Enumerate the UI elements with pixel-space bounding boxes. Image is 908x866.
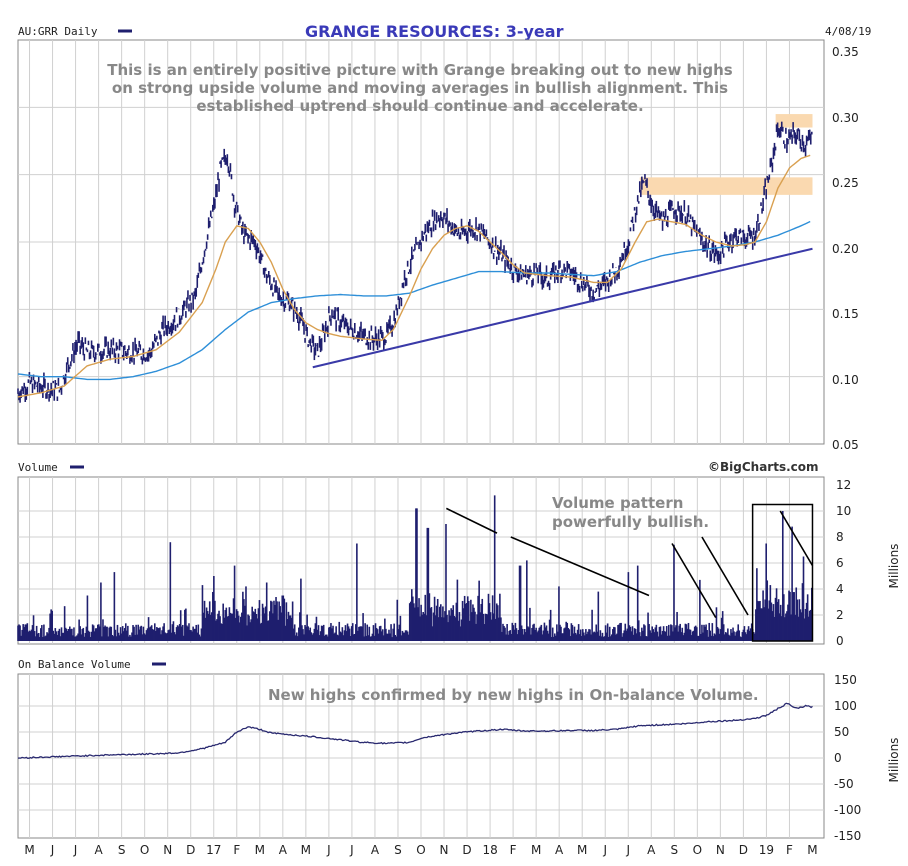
volume-annotation-line: Volume pattern — [552, 494, 683, 512]
obv-tick: -50 — [834, 777, 854, 791]
x-tick-label: N — [716, 843, 725, 857]
price-tick: 0.25 — [832, 176, 859, 190]
obv-units: Millions — [887, 738, 901, 783]
x-tick-label: D — [186, 843, 195, 857]
volume-tick: 12 — [836, 478, 851, 492]
chart-title: GRANGE RESOURCES: 3-year — [305, 22, 564, 41]
x-tick-label: J — [625, 843, 630, 857]
x-tick-label: D — [739, 843, 748, 857]
x-tick-label: A — [647, 843, 656, 857]
volume-trend-lines — [445, 507, 814, 619]
resistance-zone — [775, 114, 813, 128]
x-tick-label: D — [462, 843, 471, 857]
volume-label: Volume — [18, 461, 58, 474]
x-tick-label: J — [326, 843, 331, 857]
volume-trend-line — [671, 543, 717, 619]
volume-trend-line — [779, 510, 814, 567]
volume-tick: 0 — [836, 634, 844, 648]
uptrend-line — [312, 247, 813, 369]
x-tick-label: M — [531, 843, 541, 857]
long-moving-average — [17, 220, 811, 381]
volume-axis: 12 10 8 6 4 2 0 — [836, 478, 851, 648]
x-tick-label: F — [233, 843, 240, 857]
x-axis: M J J A S O N D 17 F M A M J J A S O N D 18 F M A M J J A S O N D 19 F M — [24, 843, 817, 857]
x-tick-label: M — [807, 843, 817, 857]
volume-trend-line — [445, 507, 498, 534]
volume-tick: 6 — [836, 556, 844, 570]
price-axis: 0.35 0.30 0.25 0.20 0.15 0.10 0.05 — [832, 45, 859, 452]
x-tick-label: M — [577, 843, 587, 857]
x-tick-label: O — [693, 843, 702, 857]
x-tick-label: 19 — [759, 843, 774, 857]
price-annotation-line: on strong upside volume and moving avera… — [112, 79, 728, 97]
price-annotation-line: This is an entirely positive picture wit… — [107, 61, 733, 79]
x-tick-label: A — [279, 843, 288, 857]
x-tick-label: J — [349, 843, 354, 857]
x-tick-label: M — [24, 843, 34, 857]
x-tick-label: J — [50, 843, 55, 857]
volume-annotation-line: powerfully bullish. — [552, 513, 709, 531]
x-tick-label: J — [602, 843, 607, 857]
x-tick-label: M — [301, 843, 311, 857]
price-tick: 0.30 — [832, 111, 859, 125]
volume-units: Millions — [887, 544, 901, 589]
obv-line — [17, 702, 813, 759]
x-tick-label: F — [786, 843, 793, 857]
price-tick: 0.35 — [832, 45, 859, 59]
volume-tick: 2 — [836, 608, 844, 622]
x-tick-label: 17 — [206, 843, 221, 857]
x-tick-label: S — [118, 843, 126, 857]
x-tick-label: S — [671, 843, 679, 857]
volume-bars — [17, 495, 813, 641]
obv-axis: 150 100 50 0 -50 -100 -150 — [834, 673, 861, 843]
volume-tick: 4 — [836, 582, 844, 596]
x-tick-label: O — [140, 843, 149, 857]
volume-trend-line — [701, 536, 749, 616]
price-tick: 0.20 — [832, 242, 859, 256]
obv-tick: 100 — [834, 699, 857, 713]
price-tick: 0.15 — [832, 307, 859, 321]
obv-tick: -150 — [834, 829, 861, 843]
price-tick: 0.10 — [832, 373, 859, 387]
x-tick-label: F — [510, 843, 517, 857]
obv-tick: 50 — [834, 725, 849, 739]
obv-tick: -100 — [834, 803, 861, 817]
x-tick-label: N — [163, 843, 172, 857]
price-tick: 0.05 — [832, 438, 859, 452]
x-tick-label: N — [440, 843, 449, 857]
resistance-zones — [639, 114, 813, 195]
obv-annotation: New highs confirmed by new highs in On-b… — [268, 686, 759, 704]
volume-trend-line — [510, 536, 650, 597]
x-tick-label: A — [555, 843, 564, 857]
x-tick-label: S — [394, 843, 402, 857]
obv-tick: 0 — [834, 751, 842, 765]
obv-tick: 150 — [834, 673, 857, 687]
x-tick-label: A — [371, 843, 380, 857]
resistance-zone — [639, 177, 813, 195]
short-moving-average — [17, 154, 811, 398]
chart-date: 4/08/19 — [825, 25, 871, 38]
x-tick-label: A — [94, 843, 103, 857]
x-tick-label: 18 — [482, 843, 497, 857]
x-tick-label: M — [255, 843, 265, 857]
volume-tick: 10 — [836, 504, 851, 518]
brand-credit: ©BigCharts.com — [708, 460, 819, 474]
obv-label: On Balance Volume — [18, 658, 131, 671]
symbol-label: AU:GRR Daily — [18, 25, 98, 38]
price-annotation-line: established uptrend should continue and … — [196, 97, 643, 115]
volume-highlight-box — [751, 503, 814, 642]
x-tick-label: O — [416, 843, 425, 857]
x-tick-label: J — [73, 843, 78, 857]
volume-tick: 8 — [836, 530, 844, 544]
